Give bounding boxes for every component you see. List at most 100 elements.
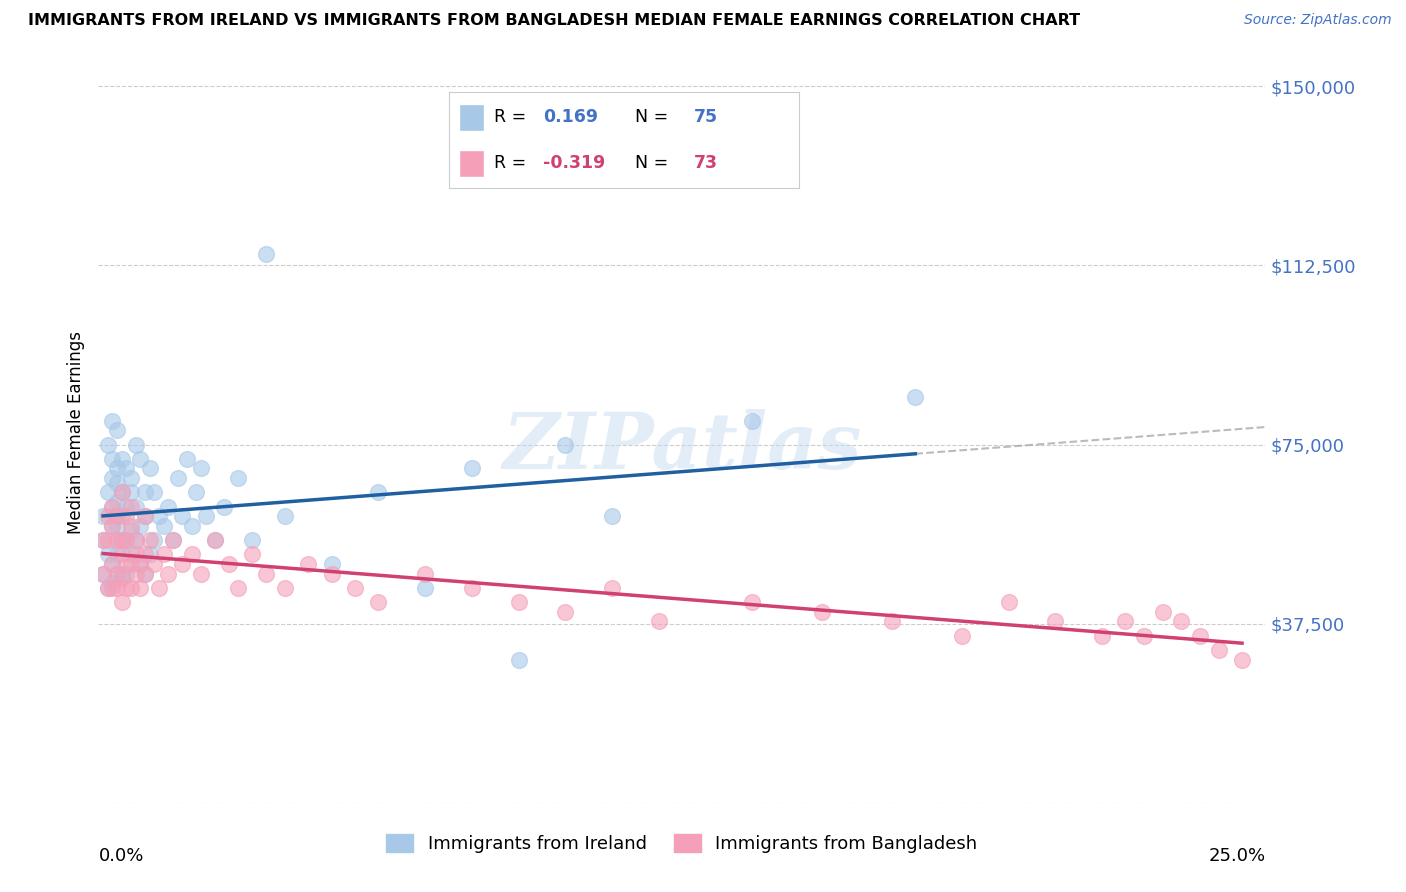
Point (180, 548, 202, 562)
Point (139, 548, 162, 562)
Point (111, 533, 134, 547)
Point (129, 451, 152, 466)
Point (115, 461, 138, 475)
Point (143, 485, 166, 500)
Point (129, 518, 152, 533)
Point (274, 509, 297, 524)
Point (997, 595, 1019, 609)
Point (115, 509, 138, 524)
Point (105, 461, 128, 475)
Point (125, 500, 148, 514)
Point (105, 581, 128, 595)
Point (741, 595, 763, 609)
Point (413, 581, 436, 595)
Point (1230, 652, 1253, 666)
Point (125, 437, 148, 451)
Point (120, 581, 142, 595)
Point (91, 566, 114, 581)
Point (105, 533, 128, 547)
Point (111, 509, 134, 524)
Point (134, 548, 156, 562)
Point (180, 518, 202, 533)
Point (105, 566, 128, 581)
Point (218, 557, 240, 571)
Point (367, 485, 389, 500)
Point (162, 533, 184, 547)
Text: 25.0%: 25.0% (1208, 847, 1265, 865)
Point (125, 533, 148, 547)
Point (367, 595, 389, 609)
Point (194, 509, 217, 524)
Point (101, 471, 124, 485)
Point (256, 246, 278, 260)
Text: Source: ZipAtlas.com: Source: ZipAtlas.com (1244, 13, 1392, 28)
Point (111, 533, 134, 547)
Point (172, 557, 194, 571)
Point (148, 509, 170, 524)
Point (214, 500, 236, 514)
Point (242, 533, 264, 547)
Point (321, 566, 343, 581)
Point (105, 509, 128, 524)
Point (97, 533, 120, 547)
Point (344, 581, 367, 595)
Point (105, 548, 128, 562)
Point (101, 557, 124, 571)
Point (115, 557, 138, 571)
Point (111, 595, 134, 609)
Point (101, 414, 124, 428)
Point (166, 471, 188, 485)
Point (143, 557, 166, 571)
Point (97, 548, 120, 562)
Point (508, 595, 530, 609)
Point (105, 533, 128, 547)
Point (190, 566, 212, 581)
Point (1208, 643, 1230, 657)
Point (97, 509, 120, 524)
Point (148, 581, 170, 595)
Point (120, 557, 142, 571)
Point (950, 629, 973, 643)
Point (101, 500, 124, 514)
Point (162, 533, 184, 547)
Point (101, 557, 124, 571)
Point (811, 605, 834, 619)
Point (120, 548, 142, 562)
Point (554, 437, 576, 451)
Point (880, 615, 903, 629)
Point (91, 509, 114, 524)
Point (105, 518, 128, 533)
Point (152, 548, 174, 562)
Point (461, 581, 484, 595)
Point (186, 485, 208, 500)
Point (134, 566, 156, 581)
Point (97, 581, 120, 595)
Point (139, 533, 162, 547)
Point (228, 581, 250, 595)
Point (157, 500, 180, 514)
Point (204, 533, 226, 547)
Point (105, 475, 128, 490)
Point (1170, 615, 1192, 629)
Point (91, 566, 114, 581)
Point (228, 471, 250, 485)
Point (554, 605, 576, 619)
Point (101, 518, 124, 533)
Point (105, 566, 128, 581)
Point (120, 500, 142, 514)
Point (1152, 605, 1174, 619)
Point (101, 576, 124, 591)
Point (125, 533, 148, 547)
Point (105, 495, 128, 509)
Point (105, 423, 128, 437)
Point (115, 566, 138, 581)
Point (111, 451, 134, 466)
Point (413, 566, 436, 581)
Point (120, 471, 142, 485)
Point (134, 509, 156, 524)
Point (321, 557, 343, 571)
Point (97, 437, 120, 451)
Point (204, 533, 226, 547)
Point (111, 548, 134, 562)
Point (125, 548, 148, 562)
